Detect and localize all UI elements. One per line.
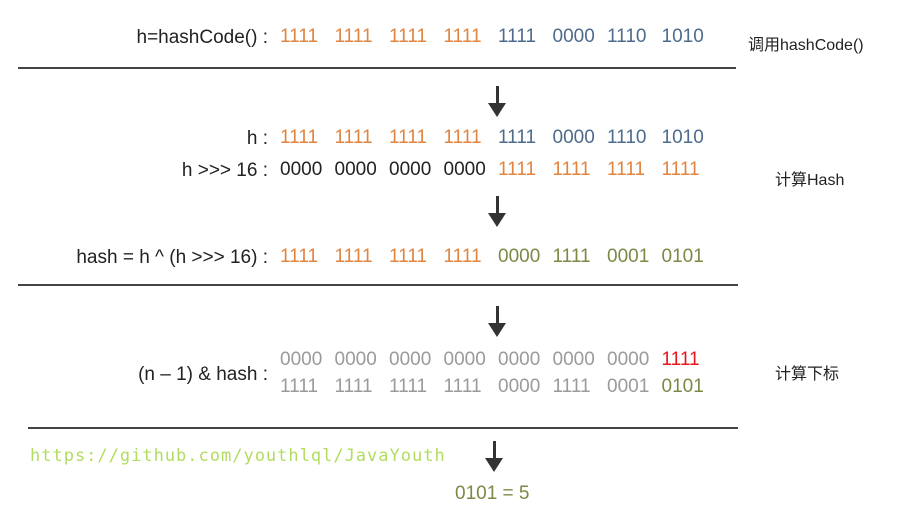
bit-group: 0000 bbox=[498, 349, 541, 370]
bits-hash-masked: 1111 1111 1111 1111 0000 1111 0001 0101 bbox=[280, 376, 720, 400]
bit-group: 1111 bbox=[389, 246, 428, 267]
side-label-compute-hash: 计算Hash bbox=[775, 172, 845, 189]
bit-group: 1111 bbox=[498, 26, 537, 47]
bit-group: 1111 bbox=[498, 159, 537, 180]
row-label-hashcode: h=hashCode() : bbox=[136, 27, 269, 48]
divider bbox=[18, 67, 736, 69]
bit-group: 0000 bbox=[334, 159, 377, 180]
bit-group: 1111 bbox=[443, 376, 482, 397]
bit-group: 0000 bbox=[389, 159, 432, 180]
bit-group: 1111 bbox=[661, 349, 700, 370]
bit-group: 0000 bbox=[498, 376, 541, 397]
bit-group: 1110 bbox=[607, 127, 647, 148]
watermark: https://github.com/youthlql/JavaYouth bbox=[30, 446, 446, 466]
bit-group: 0000 bbox=[498, 246, 541, 267]
bit-group: 1111 bbox=[607, 159, 646, 180]
bits-hashcode: 1111 1111 1111 1111 1111 0000 1110 1010 bbox=[280, 26, 720, 50]
bit-group: 1111 bbox=[280, 246, 319, 267]
bit-group: 1111 bbox=[498, 127, 537, 148]
bit-group: 1111 bbox=[280, 376, 319, 397]
bit-group: 0101 bbox=[661, 246, 704, 267]
row-label-h: h : bbox=[246, 128, 268, 149]
side-label-compute-index: 计算下标 bbox=[775, 366, 840, 383]
bit-group: 1111 bbox=[334, 376, 373, 397]
bit-group: 0001 bbox=[607, 246, 650, 267]
bit-group: 1111 bbox=[389, 376, 428, 397]
side-label-call-hashcode: 调用hashCode() bbox=[748, 37, 864, 54]
bit-group: 0000 bbox=[443, 159, 486, 180]
bits-n-minus-1: 0000 0000 0000 0000 0000 0000 0000 1111 bbox=[280, 349, 720, 373]
bit-group: 0001 bbox=[607, 376, 650, 397]
bit-group: 1111 bbox=[552, 246, 591, 267]
bit-group: 1111 bbox=[443, 26, 482, 47]
bit-group: 1111 bbox=[334, 127, 373, 148]
bit-group: 1111 bbox=[389, 127, 428, 148]
bit-group: 1111 bbox=[443, 127, 482, 148]
bit-group: 1111 bbox=[389, 26, 428, 47]
bit-group: 0000 bbox=[552, 127, 595, 148]
bit-group: 1111 bbox=[334, 26, 373, 47]
bit-group: 0000 bbox=[607, 349, 650, 370]
bits-hash: 1111 1111 1111 1111 0000 1111 0001 0101 bbox=[280, 246, 720, 270]
bit-group: 0000 bbox=[389, 349, 432, 370]
bit-group: 1110 bbox=[607, 26, 647, 47]
bit-group: 1111 bbox=[280, 26, 319, 47]
bit-group: 0000 bbox=[280, 159, 323, 180]
bit-group: 1010 bbox=[661, 26, 704, 47]
bit-group: 1111 bbox=[280, 127, 319, 148]
divider bbox=[18, 284, 738, 286]
bit-group: 0000 bbox=[443, 349, 486, 370]
row-label-hash: hash = h ^ (h >>> 16) : bbox=[76, 247, 268, 268]
bit-group: 0000 bbox=[280, 349, 323, 370]
bit-group: 1111 bbox=[443, 246, 482, 267]
row-label-index: (n – 1) & hash : bbox=[138, 364, 268, 385]
divider bbox=[28, 427, 738, 429]
result: 0101 = 5 bbox=[455, 483, 530, 504]
bit-group: 0000 bbox=[334, 349, 377, 370]
bits-h: 1111 1111 1111 1111 1111 0000 1110 1010 bbox=[280, 127, 720, 151]
bit-group: 1111 bbox=[552, 159, 591, 180]
bit-group: 1111 bbox=[552, 376, 591, 397]
bits-h-shift: 0000 0000 0000 0000 1111 1111 1111 1111 bbox=[280, 159, 720, 183]
bit-group: 1010 bbox=[661, 127, 704, 148]
bit-group: 1111 bbox=[334, 246, 373, 267]
row-label-h-shift: h >>> 16 : bbox=[181, 160, 268, 181]
bit-group: 0000 bbox=[552, 349, 595, 370]
bit-group: 1111 bbox=[661, 159, 700, 180]
bit-group: 0101 bbox=[661, 376, 704, 397]
bit-group: 0000 bbox=[552, 26, 595, 47]
